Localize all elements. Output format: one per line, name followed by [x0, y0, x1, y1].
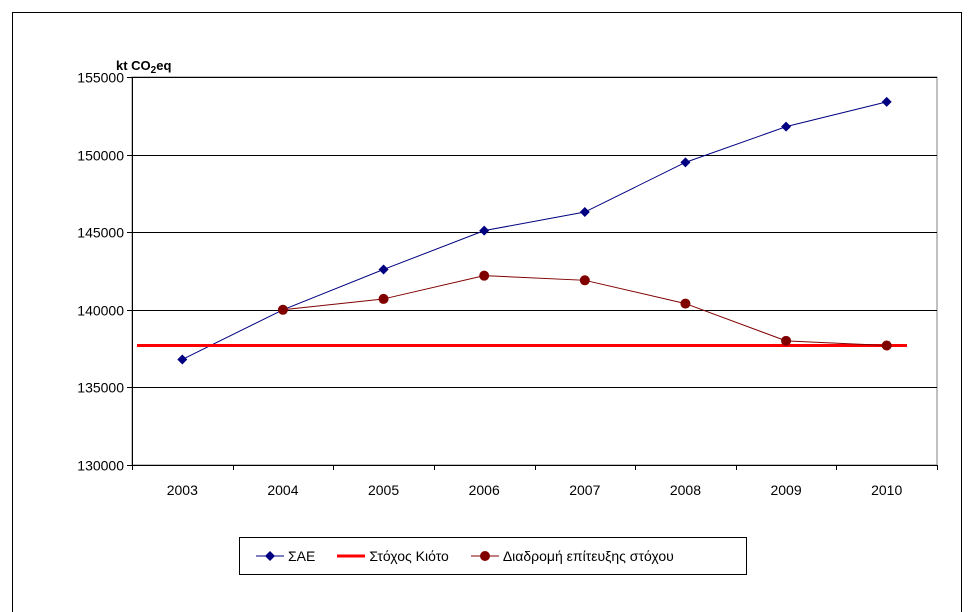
y-tick-label: 140000: [77, 303, 124, 319]
data-point-target-path: [378, 293, 389, 304]
data-point-sae: [781, 121, 792, 132]
data-point-target-path: [781, 335, 792, 346]
legend-item-target-path: Διαδρομή επίτευξης στόχου: [470, 548, 674, 564]
x-tick-label: 2010: [871, 482, 902, 498]
data-point-target-path: [277, 304, 288, 315]
x-tick-label: 2003: [167, 482, 198, 498]
x-tick-label: 2006: [469, 482, 500, 498]
data-point-target-path: [881, 340, 892, 351]
legend-swatch-kyoto-target: [337, 554, 366, 558]
y-tick-label: 145000: [77, 225, 124, 241]
legend-swatch-target-path: [470, 551, 499, 561]
gridlines: [131, 76, 938, 466]
data-point-target-path: [579, 275, 590, 286]
data-point-sae: [479, 225, 490, 236]
x-tick-label: 2008: [670, 482, 701, 498]
y-unit-label: kt CO2eq: [116, 58, 171, 76]
y-tick-label: 135000: [77, 380, 124, 396]
series-line-sae: [182, 101, 887, 360]
legend-item-sae: ΣΑΕ: [256, 548, 315, 564]
data-point-sae: [177, 354, 188, 365]
legend-label-sae: ΣΑΕ: [288, 548, 316, 564]
y-tick-label: 155000: [77, 70, 124, 86]
x-tick-label: 2005: [368, 482, 399, 498]
series-lines: [137, 96, 907, 365]
legend-item-kyoto-target: Στόχος Κιότο: [337, 548, 449, 564]
legend-swatch-sae: [256, 551, 284, 561]
y-tick-label: 150000: [77, 148, 124, 164]
x-tick-label: 2009: [770, 482, 801, 498]
data-point-sae: [378, 264, 389, 275]
axes: 130000 135000 140000 145000 150000 155000 2003…: [77, 70, 938, 498]
legend-label-target-path: Διαδρομή επίτευξης στόχου: [502, 548, 674, 564]
x-tick-label: 2007: [569, 482, 600, 498]
data-point-sae: [680, 157, 691, 168]
y-tick-label: 130000: [77, 458, 124, 474]
data-point-sae: [881, 96, 892, 107]
data-point-target-path: [680, 298, 691, 309]
data-point-sae: [579, 207, 590, 218]
data-point-target-path: [479, 270, 490, 281]
x-tick-label: 2004: [267, 482, 298, 498]
legend-label-kyoto-target: Στόχος Κιότο: [369, 548, 449, 564]
plot-area: [131, 76, 938, 466]
legend: ΣΑΕ Στόχος Κιότο Διαδρομή επίτευξης στόχ…: [239, 537, 747, 575]
chart-frame: [12, 12, 962, 612]
